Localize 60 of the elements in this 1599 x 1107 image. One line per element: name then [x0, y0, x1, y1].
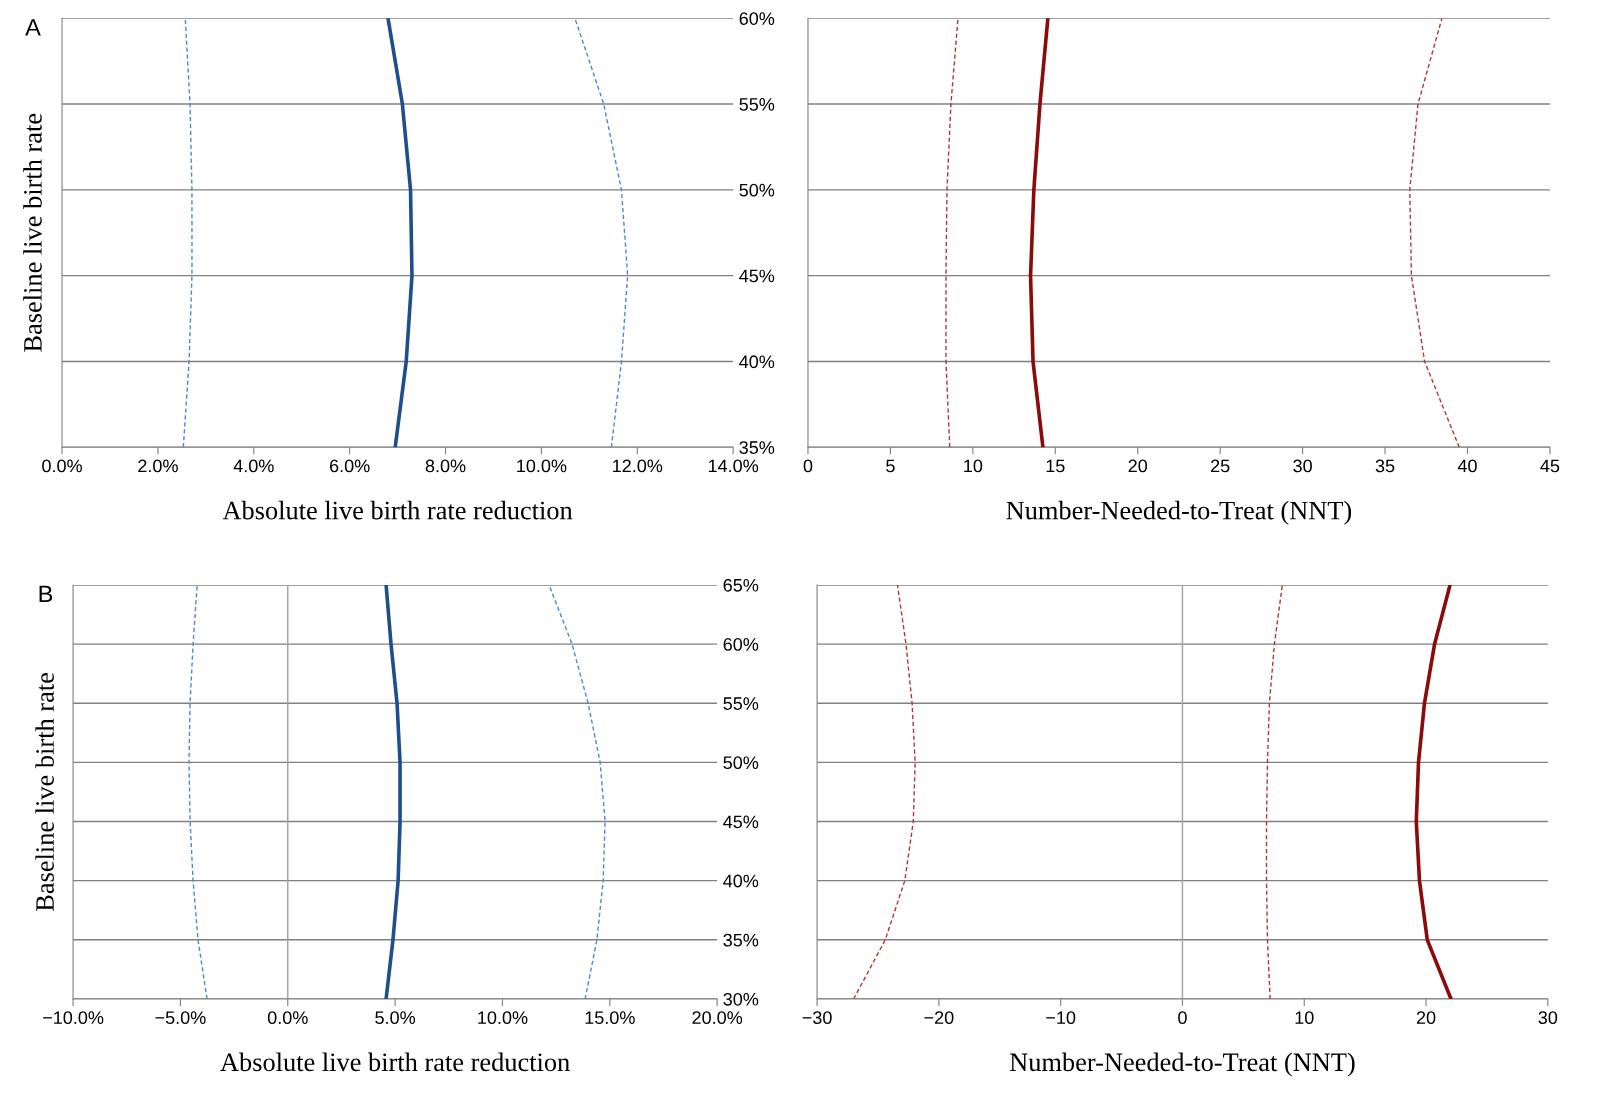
x-axis-title: Number-Needed-to-Treat (NNT) [1009, 1052, 1355, 1077]
x-tick-label: −30 [802, 1011, 832, 1025]
x-tick-label: 2.0% [138, 459, 178, 473]
x-tick-label: 10 [964, 459, 983, 473]
x-tick-label: 30 [1538, 1011, 1558, 1025]
y-tick-label: 65% [723, 578, 759, 592]
x-tick-label: 8.0% [425, 459, 466, 473]
x-axis-title: Absolute live birth rate reduction [220, 1052, 570, 1072]
y-tick-label: 55% [723, 697, 759, 710]
y-tick-label: 45% [723, 815, 759, 829]
x-axis-title: Number-Needed-to-Treat (NNT) [1006, 500, 1352, 525]
line-series [548, 584, 606, 999]
x-tick-label: 14.0% [708, 459, 759, 473]
y-tick-label: 50% [723, 756, 759, 770]
y-tick-label: 30% [723, 992, 759, 1006]
x-tick-label: 20.0% [692, 1011, 743, 1025]
x-tick-label: −5.0% [155, 1011, 206, 1025]
x-tick-label: 10.0% [517, 459, 567, 473]
x-tick-label: 40 [1457, 459, 1477, 473]
y-tick-label: 40% [739, 355, 775, 369]
x-tick-label: 0 [803, 459, 813, 473]
x-axis-title: Absolute live birth rate reduction [222, 500, 573, 520]
x-tick-label: −10 [1046, 1011, 1076, 1025]
x-tick-label: 25 [1211, 459, 1230, 473]
x-tick-label: 20 [1416, 1011, 1436, 1025]
y-tick-label: 60% [723, 638, 759, 651]
y-tick-label: 55% [739, 98, 775, 111]
x-tick-label: 15.0% [585, 1011, 635, 1025]
x-tick-label: 20 [1128, 459, 1148, 473]
y-tick-label: 35% [739, 441, 775, 454]
line-series [574, 18, 629, 448]
x-tick-label: 0.0% [267, 1011, 308, 1025]
text: B [39, 585, 53, 603]
x-tick-label: 5.0% [375, 1011, 416, 1025]
x-tick-label: 5 [886, 459, 895, 473]
x-tick-label: 6.0% [330, 459, 370, 473]
x-tick-label: 30 [1293, 459, 1312, 473]
x-tick-label: 35 [1375, 459, 1395, 473]
x-tick-label: −10.0% [43, 1011, 104, 1025]
y-tick-label: 40% [723, 874, 759, 888]
x-tick-label: 12.0% [613, 459, 663, 473]
x-tick-label: 10 [1295, 1011, 1314, 1025]
line-series [384, 584, 402, 999]
x-tick-label: 10.0% [478, 1011, 528, 1025]
y-tick-label: 60% [739, 12, 775, 25]
x-tick-label: 0.0% [42, 459, 82, 473]
x-tick-label: −20 [924, 1011, 954, 1025]
x-tick-label: 0 [1178, 1011, 1187, 1025]
text: A [25, 19, 41, 36]
line-series [188, 584, 208, 999]
y-tick-label: 35% [723, 933, 759, 947]
x-tick-label: 4.0% [233, 459, 274, 473]
x-tick-label: 45 [1540, 459, 1560, 473]
y-axis-title: Baseline live birth rate [35, 673, 54, 911]
x-tick-label: 15 [1046, 459, 1065, 473]
y-axis-title: Baseline live birth rate [23, 113, 42, 352]
line-series [386, 18, 414, 448]
line-series [182, 18, 193, 448]
y-tick-label: 50% [739, 183, 775, 197]
y-tick-label: 45% [739, 269, 775, 283]
